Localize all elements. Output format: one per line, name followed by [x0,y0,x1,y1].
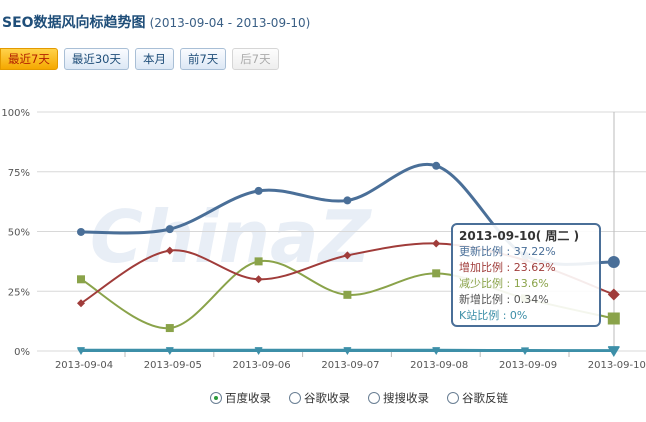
tooltip-row: 增加比例 : 23.62% [459,261,556,274]
data-point[interactable] [77,299,85,308]
tooltip: 2013-09-10( 周二 ) 更新比例 : 37.22% 增加比例 : 23.… [451,223,601,327]
data-point[interactable] [77,227,85,236]
data-point[interactable] [165,324,174,333]
tooltip-row: 新增比例 : 0.34% [459,293,549,306]
previous-7-days-button[interactable]: 前7天 [179,48,227,70]
tooltip-value: 0% [509,309,528,322]
data-point[interactable] [607,312,620,325]
y-tick-label: 25% [8,287,30,298]
next-7-days-button[interactable]: 后7天 [232,48,279,70]
data-point[interactable] [432,161,441,170]
chart-title: SEO数据风向标趋势图 (2013-09-04 - 2013-09-10) [2,12,310,32]
tooltip-label: 减少比例 [459,277,503,290]
data-point[interactable] [254,257,263,266]
data-point[interactable] [343,290,352,299]
y-tick-label: 50% [8,228,30,239]
radio-icon[interactable] [210,392,222,404]
y-tick-label: 100% [1,108,30,119]
data-point[interactable] [343,251,352,260]
data-point[interactable] [343,347,352,354]
data-point[interactable] [165,246,174,255]
y-tick-label: 75% [8,168,30,179]
tooltip-date: 2013-09-10( 周二 ) [459,229,580,243]
radio-icon[interactable] [447,392,459,404]
data-point[interactable] [77,275,85,284]
data-point[interactable] [521,347,529,355]
data-point[interactable] [432,269,441,278]
data-point[interactable] [254,275,263,284]
tooltip-label: 增加比例 [459,261,503,274]
date-range: (2013-09-04 - 2013-09-10) [149,16,311,30]
range-buttons: 最近7天 最近30天 本月 前7天 后7天 [0,48,279,70]
tooltip-label: K站比例 [459,309,500,322]
tooltip-value: 0.34% [513,293,549,306]
radio-icon[interactable] [289,392,301,404]
tooltip-row: 更新比例 : 37.22% [459,245,556,258]
x-tick-label: 2013-09-09 [499,360,557,371]
tooltip-row: K站比例 : 0% [459,309,528,322]
radio-icon[interactable] [368,392,380,404]
last-7-days-button[interactable]: 最近7天 [0,48,58,70]
legend-label: 百度收录 [225,391,271,405]
x-tick-label: 2013-09-07 [321,360,379,371]
tooltip-label: 更新比例 [459,245,503,258]
data-point[interactable] [165,225,174,234]
data-point[interactable] [254,186,263,195]
data-point[interactable] [432,239,441,248]
legend-soso[interactable]: 搜搜收录 [368,390,429,406]
legend-google[interactable]: 谷歌收录 [289,390,350,406]
tooltip-label: 新增比例 [459,293,503,306]
data-point[interactable] [607,346,620,357]
legend-baidu[interactable]: 百度收录 [210,390,271,406]
tooltip-row: 减少比例 : 13.6% [459,277,549,290]
data-point[interactable] [77,347,85,354]
legend: 百度收录 谷歌收录 搜搜收录 谷歌反链 [210,390,508,406]
data-point[interactable] [607,288,620,301]
y-tick-label: 0% [14,347,30,358]
x-tick-label: 2013-09-10 [588,360,646,371]
legend-label: 谷歌收录 [304,391,350,405]
data-point[interactable] [165,347,174,354]
data-point[interactable] [432,347,441,354]
tooltip-value: 13.6% [513,277,549,290]
legend-google-backlinks[interactable]: 谷歌反链 [447,390,508,406]
tooltip-value: 23.62% [513,261,556,274]
x-tick-label: 2013-09-06 [233,360,291,371]
legend-label: 谷歌反链 [462,391,508,405]
data-point[interactable] [343,196,352,205]
x-tick-label: 2013-09-05 [144,360,202,371]
data-point[interactable] [254,347,263,354]
data-point[interactable] [607,256,620,269]
title-text: SEO数据风向标趋势图 [2,15,146,31]
tooltip-value: 37.22% [513,245,556,258]
last-30-days-button[interactable]: 最近30天 [63,48,129,70]
this-month-button[interactable]: 本月 [134,48,174,70]
x-tick-label: 2013-09-04 [55,360,113,371]
legend-label: 搜搜收录 [383,391,429,405]
x-tick-label: 2013-09-08 [410,360,468,371]
